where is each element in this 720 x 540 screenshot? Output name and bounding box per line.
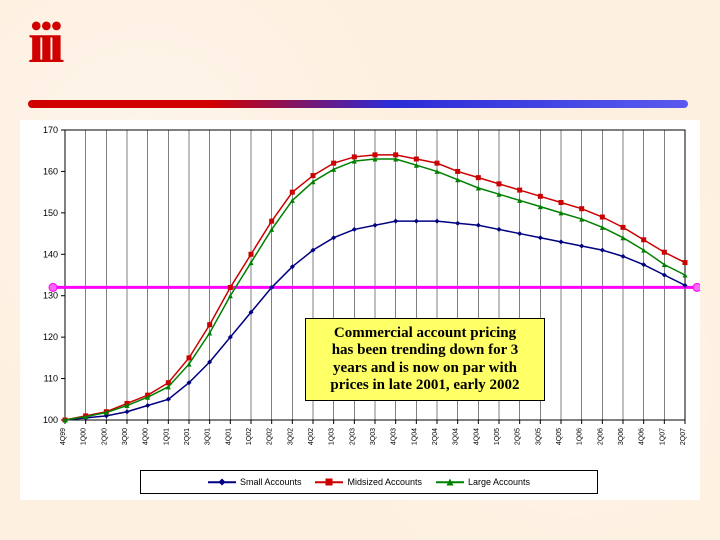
- legend-label-small: Small Accounts: [240, 477, 302, 487]
- svg-text:130: 130: [43, 291, 58, 301]
- annotation-box: Commercial account pricing has been tren…: [305, 318, 545, 401]
- svg-text:4Q06: 4Q06: [639, 428, 646, 445]
- svg-text:3Q06: 3Q06: [618, 428, 625, 445]
- svg-text:100: 100: [43, 415, 58, 425]
- chart-svg: 100 110 120 130 140 150 160 170 4Q99 1Q00 2Q00 3Q00…: [20, 120, 700, 500]
- svg-text:1Q02: 1Q02: [246, 428, 253, 445]
- svg-text:120: 120: [43, 332, 58, 342]
- annotation-line-4: prices in late 2001, early 2002: [330, 377, 519, 393]
- header-rule: [28, 100, 688, 108]
- svg-text:110: 110: [44, 374, 58, 384]
- svg-text:150: 150: [43, 208, 58, 218]
- svg-text:3Q01: 3Q01: [205, 428, 212, 445]
- svg-text:2Q03: 2Q03: [349, 428, 356, 445]
- chart-container: 100 110 120 130 140 150 160 170 4Q99 1Q00 2Q00 3Q00…: [20, 120, 700, 500]
- svg-text:3Q04: 3Q04: [453, 428, 460, 445]
- svg-text:1Q07: 1Q07: [659, 428, 666, 445]
- svg-text:1Q04: 1Q04: [411, 428, 418, 445]
- svg-text:2Q02: 2Q02: [267, 428, 274, 445]
- legend-label-mid: Midsized Accounts: [347, 477, 422, 487]
- annotation-line-2: has been trending down for 3: [332, 342, 519, 358]
- legend-item-small: Small Accounts: [208, 477, 302, 487]
- svg-text:160: 160: [43, 166, 58, 176]
- svg-text:140: 140: [43, 249, 58, 259]
- annotation-line-1: Commercial account pricing: [334, 325, 516, 341]
- svg-text:2Q07: 2Q07: [680, 428, 687, 445]
- svg-text:4Q05: 4Q05: [556, 428, 563, 445]
- svg-text:3Q05: 3Q05: [535, 428, 542, 445]
- svg-text:2Q01: 2Q01: [184, 428, 191, 445]
- svg-text:1Q01: 1Q01: [163, 428, 170, 445]
- legend-swatch-mid: [315, 477, 343, 487]
- svg-text:2Q06: 2Q06: [597, 428, 604, 445]
- svg-text:170: 170: [43, 125, 58, 135]
- svg-text:1Q03: 1Q03: [329, 428, 336, 445]
- legend-swatch-large: [436, 477, 464, 487]
- svg-text:4Q01: 4Q01: [225, 428, 232, 445]
- legend-label-large: Large Accounts: [468, 477, 530, 487]
- svg-text:2Q05: 2Q05: [515, 428, 522, 445]
- svg-text:2Q00: 2Q00: [101, 428, 108, 445]
- legend-item-large: Large Accounts: [436, 477, 530, 487]
- svg-text:3Q00: 3Q00: [122, 428, 129, 445]
- svg-text:4Q99: 4Q99: [60, 428, 67, 445]
- svg-text:4Q00: 4Q00: [143, 428, 150, 445]
- legend-swatch-small: [208, 477, 236, 487]
- legend-item-mid: Midsized Accounts: [315, 477, 422, 487]
- svg-text:1Q00: 1Q00: [81, 428, 88, 445]
- svg-text:4Q03: 4Q03: [391, 428, 398, 445]
- svg-text:3Q03: 3Q03: [370, 428, 377, 445]
- svg-text:1Q05: 1Q05: [494, 428, 501, 445]
- svg-text:4Q04: 4Q04: [473, 428, 480, 445]
- svg-text:4Q02: 4Q02: [308, 428, 315, 445]
- annotation-line-3: years and is now on par with: [333, 360, 517, 376]
- svg-text:3Q02: 3Q02: [287, 428, 294, 445]
- svg-text:1Q06: 1Q06: [577, 428, 584, 445]
- legend-box: Small Accounts Midsized Accounts Large A…: [140, 470, 598, 494]
- svg-text:2Q04: 2Q04: [432, 428, 439, 445]
- logo: iii: [28, 20, 58, 66]
